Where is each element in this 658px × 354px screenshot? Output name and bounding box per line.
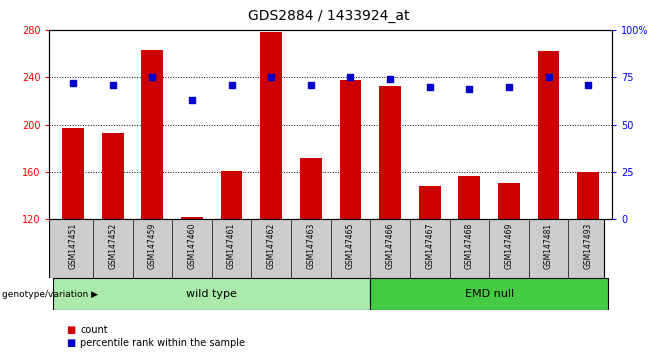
Point: [544, 75, 554, 80]
Bar: [220, 171, 243, 219]
Point: [503, 84, 514, 90]
Text: GSM147452: GSM147452: [108, 222, 117, 269]
Bar: [577, 172, 599, 219]
Point: [464, 86, 474, 92]
Text: GSM147462: GSM147462: [266, 222, 276, 269]
Bar: [498, 183, 520, 219]
Point: [424, 84, 435, 90]
Point: [305, 82, 316, 88]
Text: GSM147466: GSM147466: [386, 222, 395, 269]
Point: [187, 97, 197, 103]
Text: ■: ■: [66, 338, 75, 348]
Text: GSM147468: GSM147468: [465, 222, 474, 269]
Text: ■: ■: [66, 325, 75, 335]
Text: wild type: wild type: [186, 289, 238, 299]
Bar: [261, 33, 282, 219]
Point: [147, 75, 158, 80]
Bar: [63, 129, 84, 219]
Text: GSM147460: GSM147460: [188, 222, 197, 269]
Text: GSM147465: GSM147465: [346, 222, 355, 269]
Bar: [459, 176, 480, 219]
Text: GDS2884 / 1433924_at: GDS2884 / 1433924_at: [248, 9, 410, 23]
Text: GSM147467: GSM147467: [425, 222, 434, 269]
Bar: [53, 278, 370, 310]
Bar: [102, 133, 124, 219]
Text: count: count: [80, 325, 108, 335]
Text: GSM147459: GSM147459: [148, 222, 157, 269]
Bar: [379, 86, 401, 219]
Point: [385, 76, 395, 82]
Text: GSM147451: GSM147451: [68, 222, 78, 269]
Bar: [141, 50, 163, 219]
Point: [68, 80, 78, 86]
Bar: [370, 278, 608, 310]
Point: [266, 75, 276, 80]
Bar: [300, 158, 322, 219]
Bar: [538, 51, 559, 219]
Point: [345, 75, 356, 80]
Text: GSM147481: GSM147481: [544, 222, 553, 269]
Point: [226, 82, 237, 88]
Bar: [418, 186, 441, 219]
Point: [583, 82, 594, 88]
Text: GSM147469: GSM147469: [505, 222, 513, 269]
Point: [107, 82, 118, 88]
Text: GSM147463: GSM147463: [307, 222, 315, 269]
Text: genotype/variation ▶: genotype/variation ▶: [2, 290, 98, 299]
Bar: [340, 80, 361, 219]
Text: EMD null: EMD null: [465, 289, 514, 299]
Text: GSM147493: GSM147493: [584, 222, 593, 269]
Text: percentile rank within the sample: percentile rank within the sample: [80, 338, 245, 348]
Bar: [181, 217, 203, 219]
Text: GSM147461: GSM147461: [227, 222, 236, 269]
